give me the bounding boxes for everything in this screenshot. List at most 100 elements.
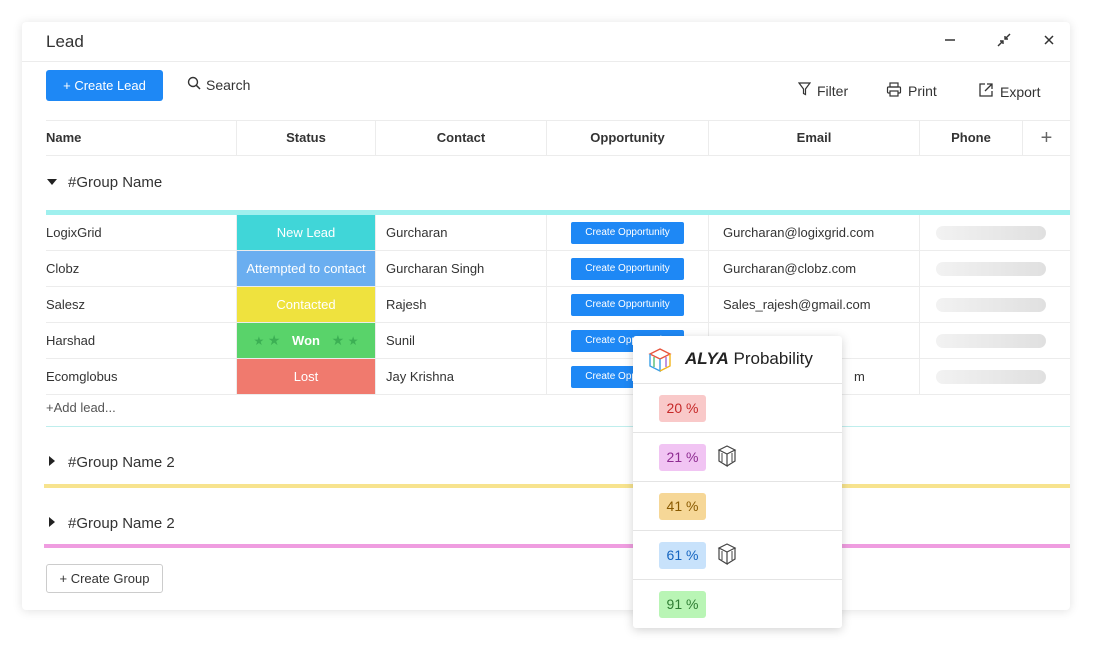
phone-placeholder xyxy=(936,226,1046,240)
email-value: m xyxy=(709,359,920,394)
create-group-button[interactable]: + Create Group xyxy=(46,564,163,593)
column-header-name[interactable]: Name xyxy=(46,121,237,155)
filter-button[interactable]: Filter xyxy=(797,82,849,99)
lead-name: Harshad xyxy=(46,323,237,358)
table-row[interactable]: Ecomglobus Lost Jay Krishna Create Oppor… xyxy=(46,359,1070,395)
lead-name: Ecomglobus xyxy=(46,359,237,394)
lead-name: Clobz xyxy=(46,251,237,286)
export-label: Export xyxy=(1000,83,1041,100)
lead-name: LogixGrid xyxy=(46,215,237,250)
star-icon: ★ xyxy=(331,332,345,348)
add-column-button[interactable]: + xyxy=(1040,127,1053,149)
status-badge[interactable]: ★ ★ Won ★ ★ xyxy=(237,323,376,358)
probability-badge: 41 % xyxy=(659,493,706,520)
cube-icon xyxy=(717,445,737,472)
create-lead-button[interactable]: + Create Lead xyxy=(46,70,163,101)
lead-name: Salesz xyxy=(46,287,237,322)
search-icon xyxy=(187,76,201,93)
export-button[interactable]: Export xyxy=(978,82,1040,101)
probability-badge: 61 % xyxy=(659,542,706,569)
phone-placeholder xyxy=(936,262,1046,276)
star-icon: ★ xyxy=(253,334,265,348)
column-header-contact[interactable]: Contact xyxy=(376,121,547,155)
column-header-status[interactable]: Status xyxy=(237,121,376,155)
column-header-phone[interactable]: Phone xyxy=(920,121,1023,155)
contact-name: Sunil xyxy=(376,323,547,358)
group-header[interactable]: #Group Name 2 xyxy=(46,454,175,471)
column-header-email[interactable]: Email xyxy=(709,121,920,155)
column-header-opportunity[interactable]: Opportunity xyxy=(547,121,709,155)
status-badge[interactable]: Attempted to contact xyxy=(237,251,376,286)
status-badge[interactable]: Contacted xyxy=(237,287,376,322)
group-name: #Group Name xyxy=(68,174,163,191)
lead-window: Lead + Create Lead Search xyxy=(22,22,1070,610)
contact-name: Gurcharan xyxy=(376,215,547,250)
probability-option[interactable]: 61 % xyxy=(633,531,842,580)
probability-option[interactable]: 91 % xyxy=(633,580,842,629)
status-label: Won xyxy=(292,333,320,348)
add-lead-link[interactable]: +Add lead... xyxy=(46,400,116,415)
table-row[interactable]: LogixGrid New Lead Gurcharan Create Oppo… xyxy=(46,215,1070,251)
opportunity-cell: Create Opportunity xyxy=(547,215,709,250)
collapse-arrows-icon[interactable] xyxy=(994,32,1014,52)
print-button[interactable]: Print xyxy=(886,82,937,100)
export-icon xyxy=(978,82,994,101)
contact-name: Jay Krishna xyxy=(376,359,547,394)
caret-right-icon xyxy=(46,515,58,532)
group-header[interactable]: #Group Name 2 xyxy=(46,515,175,532)
probability-badge: 91 % xyxy=(659,591,706,618)
cube-icon xyxy=(717,543,737,570)
status-badge[interactable]: New Lead xyxy=(237,215,376,250)
table-header: Name Status Contact Opportunity Email Ph… xyxy=(46,120,1070,156)
opportunity-cell: Create Opportunity xyxy=(547,287,709,322)
toolbar: + Create Lead Search Filter Print Export xyxy=(22,62,1070,120)
caret-right-icon xyxy=(46,454,58,471)
email-value xyxy=(709,323,920,358)
contact-name: Rajesh xyxy=(376,287,547,322)
filter-icon xyxy=(797,82,812,99)
group-color-bar xyxy=(44,484,1070,488)
probability-option[interactable]: 21 % xyxy=(633,433,842,482)
email-value: Gurcharan@logixgrid.com xyxy=(709,215,920,250)
probability-popup: ALYA Probability 20 % 21 % 41 % 61 % 91 … xyxy=(633,336,842,628)
group-color-bar xyxy=(44,544,1070,548)
phone-placeholder xyxy=(936,334,1046,348)
probability-option[interactable]: 41 % xyxy=(633,482,842,531)
phone-placeholder xyxy=(936,370,1046,384)
create-opportunity-button[interactable]: Create Opportunity xyxy=(571,258,684,280)
table-row[interactable]: Clobz Attempted to contact Gurcharan Sin… xyxy=(46,251,1070,287)
window-title: Lead xyxy=(46,32,84,51)
alya-logo-icon xyxy=(647,347,673,378)
probability-badge: 20 % xyxy=(659,395,706,422)
table-row[interactable]: Salesz Contacted Rajesh Create Opportuni… xyxy=(46,287,1070,323)
phone-cell xyxy=(920,287,1070,322)
print-label: Print xyxy=(908,83,937,99)
popup-title: ALYA Probability xyxy=(685,349,813,369)
group-color-bar xyxy=(46,210,1070,215)
divider xyxy=(46,426,1070,427)
phone-cell xyxy=(920,251,1070,286)
create-opportunity-button[interactable]: Create Opportunity xyxy=(571,294,684,316)
group-name: #Group Name 2 xyxy=(68,454,175,471)
caret-down-icon xyxy=(46,174,58,191)
email-value: Gurcharan@clobz.com xyxy=(709,251,920,286)
phone-cell xyxy=(920,215,1070,250)
opportunity-cell: Create Opportunity xyxy=(547,251,709,286)
probability-badge: 21 % xyxy=(659,444,706,471)
alya-brand: ALYA xyxy=(685,349,729,368)
title-bar: Lead xyxy=(22,22,1070,62)
minimize-icon[interactable] xyxy=(940,32,960,52)
filter-label: Filter xyxy=(817,82,849,99)
star-icon: ★ xyxy=(347,334,359,348)
email-value: Sales_rajesh@gmail.com xyxy=(709,287,920,322)
search-button[interactable]: Search xyxy=(187,76,250,93)
phone-placeholder xyxy=(936,298,1046,312)
probability-option[interactable]: 20 % xyxy=(633,384,842,433)
create-opportunity-button[interactable]: Create Opportunity xyxy=(571,222,684,244)
close-icon[interactable] xyxy=(1039,32,1059,52)
search-label: Search xyxy=(206,76,251,93)
table-row[interactable]: Harshad ★ ★ Won ★ ★ Sunil Create Opportu… xyxy=(46,323,1070,359)
phone-cell xyxy=(920,359,1070,394)
group-header[interactable]: #Group Name xyxy=(46,174,162,191)
status-badge[interactable]: Lost xyxy=(237,359,376,394)
